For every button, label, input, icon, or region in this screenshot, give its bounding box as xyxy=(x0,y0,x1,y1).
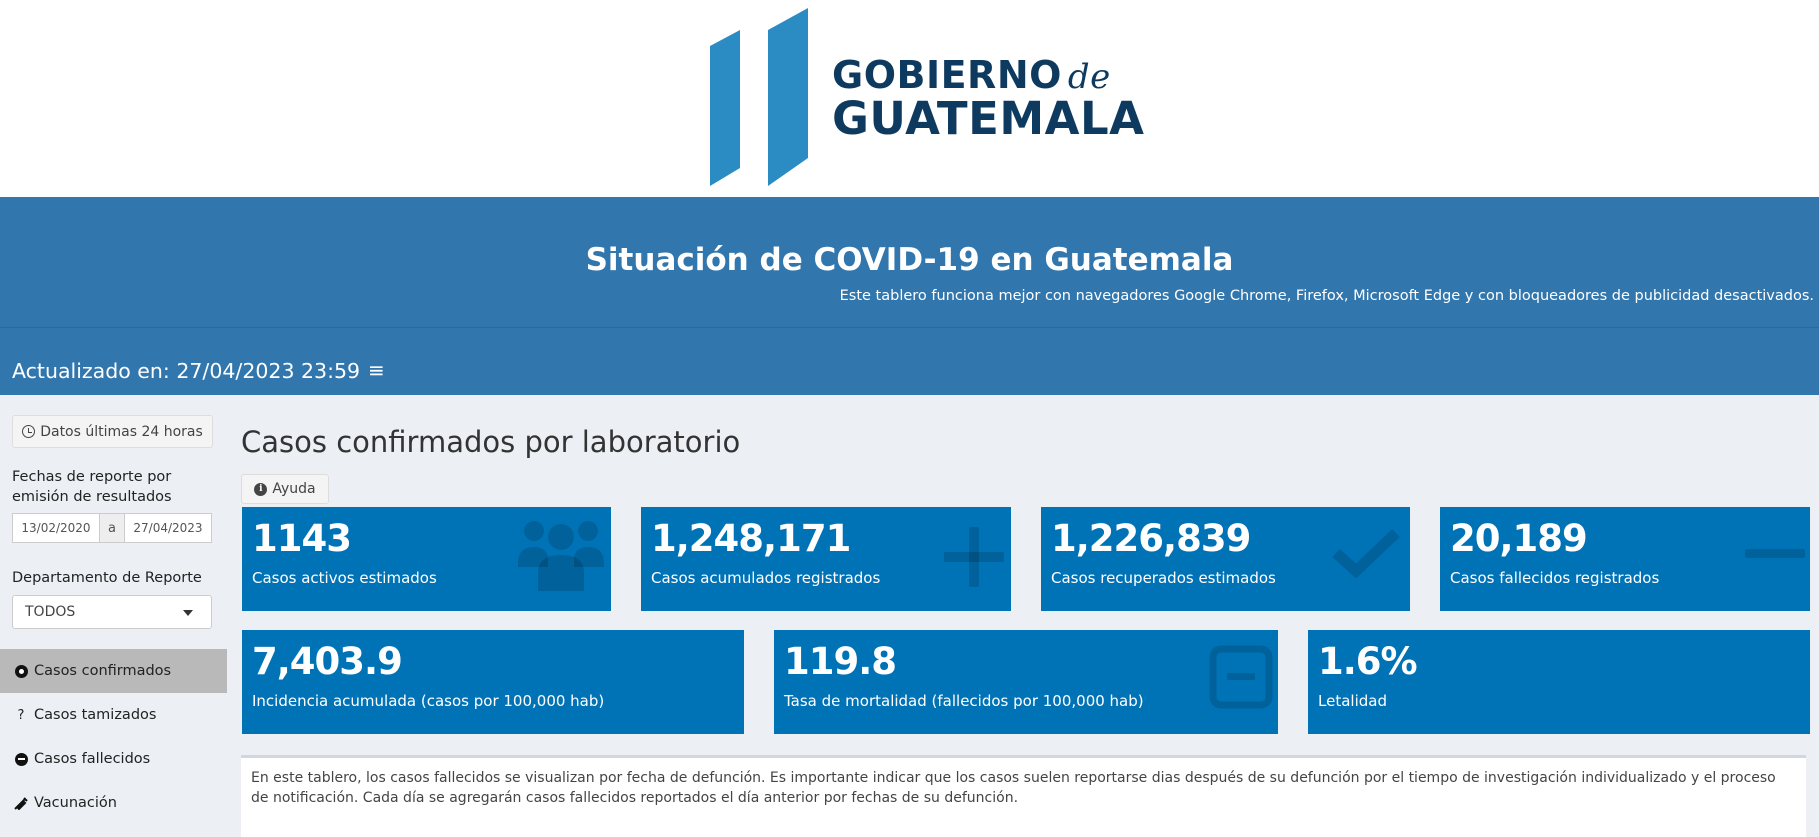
date-range-picker: a xyxy=(12,513,212,543)
value-box-number: 20,189 xyxy=(1450,517,1588,560)
government-logo-icon xyxy=(710,8,808,186)
minus-circle-icon xyxy=(14,752,28,766)
title-banner: Situación de COVID-19 en Guatemala Este … xyxy=(0,197,1819,327)
caret-down-icon xyxy=(183,610,193,616)
browser-notice: Este tablero funciona mejor con navegado… xyxy=(839,288,1814,304)
biohazard-icon xyxy=(14,664,28,678)
value-box-number: 1143 xyxy=(252,517,352,560)
value-box-recovered-cases: 1,226,839 Casos recuperados estimados xyxy=(1041,507,1410,611)
value-box-label: Casos fallecidos registrados xyxy=(1450,569,1660,587)
value-box-label: Tasa de mortalidad (fallecidos por 100,0… xyxy=(784,692,1144,710)
value-box-label: Incidencia acumulada (casos por 100,000 … xyxy=(252,692,605,710)
value-box-mortality-rate: 119.8 Tasa de mortalidad (fallecidos por… xyxy=(774,630,1278,734)
department-label: Departamento de Reporte xyxy=(12,570,202,586)
value-box-number: 1,226,839 xyxy=(1051,517,1251,560)
dashboard-title: Situación de COVID-19 en Guatemala xyxy=(585,242,1234,278)
last-24h-label: Datos últimas 24 horas xyxy=(40,423,203,440)
check-icon xyxy=(1332,529,1400,579)
sidebar: Datos últimas 24 horas Fechas de reporte… xyxy=(0,395,227,837)
value-box-active-cases: 1143 Casos activos estimados xyxy=(242,507,611,611)
sidebar-item-label: Casos tamizados xyxy=(34,707,157,723)
department-select[interactable]: TODOS xyxy=(12,595,212,629)
date-end-input[interactable] xyxy=(125,514,211,542)
sidebar-item-casos-tamizados[interactable]: ? Casos tamizados xyxy=(0,693,227,737)
value-box-label: Casos acumulados registrados xyxy=(651,569,881,587)
value-box-number: 119.8 xyxy=(784,640,897,683)
question-icon: ? xyxy=(17,707,25,723)
plus-icon xyxy=(944,527,1004,587)
value-box-lethality: 1.6% Letalidad xyxy=(1308,630,1810,734)
government-logo-text: GOBIERNO de GUATEMALA xyxy=(832,56,1144,141)
date-start-input[interactable] xyxy=(13,514,99,542)
sidebar-item-label: Casos confirmados xyxy=(34,663,172,679)
sidebar-item-casos-fallecidos[interactable]: Casos fallecidos xyxy=(0,737,227,781)
last-24h-button[interactable]: Datos últimas 24 horas xyxy=(12,415,213,448)
help-button[interactable]: i Ayuda xyxy=(241,474,329,504)
value-box-label: Letalidad xyxy=(1318,692,1387,710)
page-title: Casos confirmados por laboratorio xyxy=(241,425,741,459)
logo-de: de xyxy=(1067,57,1111,97)
minus-square-icon xyxy=(1209,645,1273,709)
clock-icon xyxy=(22,425,36,438)
date-separator: a xyxy=(99,514,125,542)
department-select-value: TODOS xyxy=(25,604,76,620)
sidebar-item-casos-confirmados[interactable]: Casos confirmados xyxy=(0,649,227,693)
info-icon: i xyxy=(254,482,268,496)
minus-icon xyxy=(1745,549,1805,558)
date-range-label: Fechas de reporte por emisión de resulta… xyxy=(12,469,172,505)
value-box-cumulative-cases: 1,248,171 Casos acumulados registrados xyxy=(641,507,1011,611)
value-box-number: 7,403.9 xyxy=(252,640,403,683)
logo-line1: GOBIERNO xyxy=(832,53,1062,97)
updated-timestamp: Actualizado en: 27/04/2023 23:59 xyxy=(12,359,361,383)
value-box-deaths: 20,189 Casos fallecidos registrados xyxy=(1440,507,1810,611)
sidebar-nav: Casos confirmados ? Casos tamizados Caso… xyxy=(0,649,227,825)
value-box-number: 1,248,171 xyxy=(651,517,851,560)
logo-band: GOBIERNO de GUATEMALA xyxy=(0,0,1819,197)
syringe-icon xyxy=(14,797,28,810)
deaths-info-note: En este tablero, los casos fallecidos se… xyxy=(241,755,1806,837)
sidebar-item-label: Vacunación xyxy=(34,795,117,811)
value-box-number: 1.6% xyxy=(1318,640,1418,683)
value-box-incidence: 7,403.9 Incidencia acumulada (casos por … xyxy=(242,630,744,734)
help-label: Ayuda xyxy=(272,481,316,497)
sidebar-item-vacunacion[interactable]: Vacunación xyxy=(0,781,227,825)
header-bar: Actualizado en: 27/04/2023 23:59 ≡ xyxy=(0,327,1819,395)
value-box-label: Casos recuperados estimados xyxy=(1051,569,1276,587)
users-icon xyxy=(518,521,604,591)
main-content: Casos confirmados por laboratorio i Ayud… xyxy=(227,395,1819,837)
logo-line2: GUATEMALA xyxy=(832,92,1145,145)
hamburger-icon[interactable]: ≡ xyxy=(368,358,385,382)
value-box-label: Casos activos estimados xyxy=(252,569,437,587)
sidebar-item-label: Casos fallecidos xyxy=(34,751,151,767)
